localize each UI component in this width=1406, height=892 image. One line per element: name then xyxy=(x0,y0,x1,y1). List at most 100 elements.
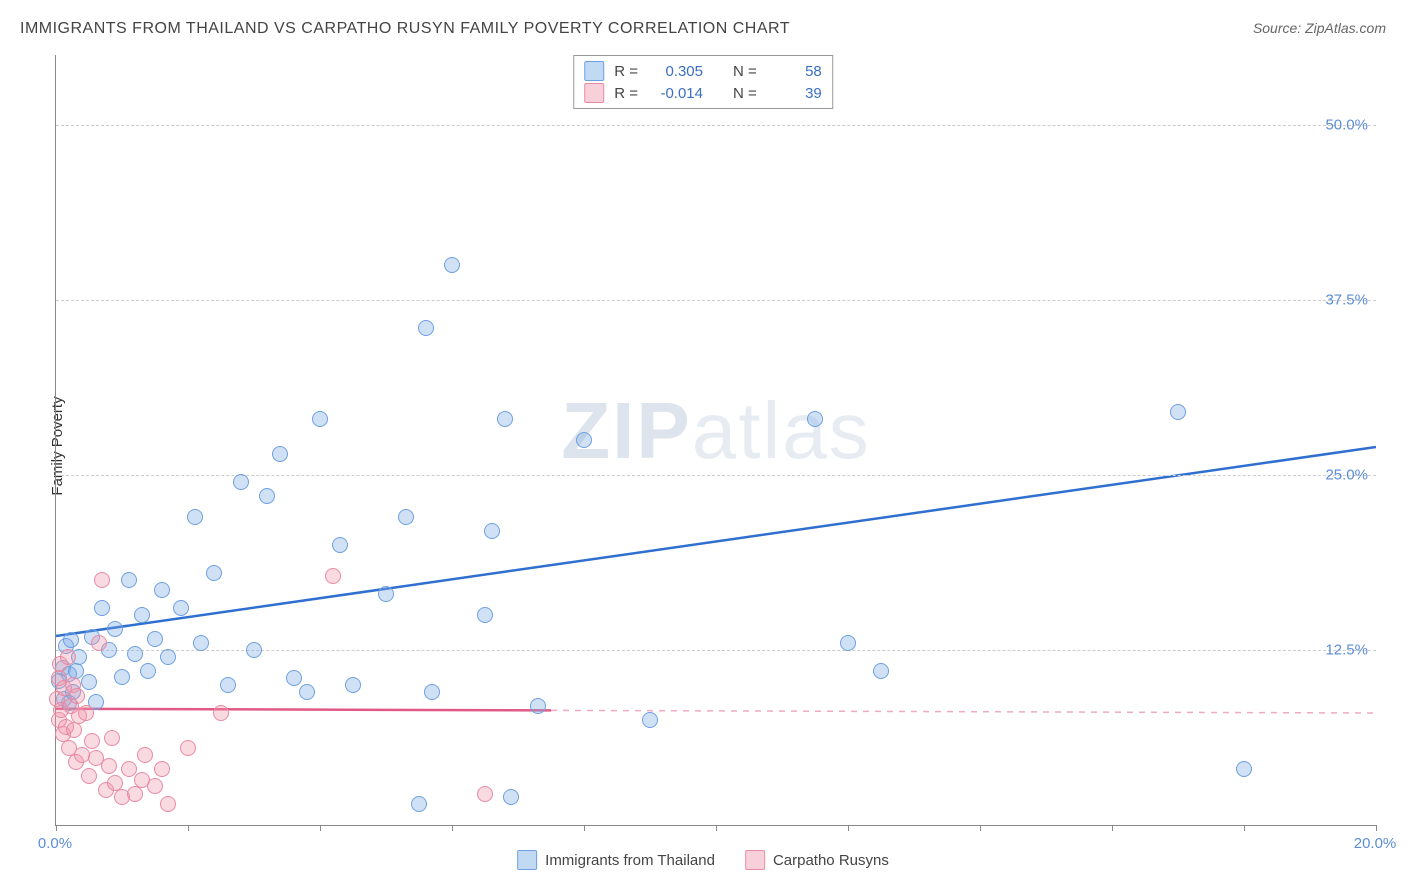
x-tick-label: 20.0% xyxy=(1354,835,1397,852)
data-point-blue xyxy=(576,432,592,448)
data-point-blue xyxy=(246,642,262,658)
trend-line-dashed xyxy=(551,710,1376,713)
data-point-pink xyxy=(213,705,229,721)
data-point-blue xyxy=(286,670,302,686)
gridline-h xyxy=(56,125,1376,126)
data-point-pink xyxy=(66,722,82,738)
data-point-blue xyxy=(259,488,275,504)
data-point-pink xyxy=(127,786,143,802)
data-point-blue xyxy=(530,698,546,714)
x-tick xyxy=(1244,825,1245,831)
x-tick xyxy=(716,825,717,831)
data-point-blue xyxy=(173,600,189,616)
source-attribution: Source: ZipAtlas.com xyxy=(1253,20,1386,36)
data-point-pink xyxy=(91,635,107,651)
data-point-blue xyxy=(107,621,123,637)
data-point-blue xyxy=(345,677,361,693)
data-point-blue xyxy=(299,684,315,700)
y-tick-label: 37.5% xyxy=(1325,292,1368,309)
legend-item-blue: Immigrants from Thailand xyxy=(517,850,715,870)
y-tick-label: 25.0% xyxy=(1325,467,1368,484)
r-value-blue: 0.305 xyxy=(648,63,703,80)
data-point-blue xyxy=(134,607,150,623)
data-point-blue xyxy=(81,674,97,690)
data-point-blue xyxy=(484,523,500,539)
scatter-plot-area: ZIPatlas 12.5%25.0%37.5%50.0% xyxy=(55,55,1376,826)
legend-row-pink: R = -0.014 N = 39 xyxy=(580,82,826,104)
x-tick xyxy=(584,825,585,831)
data-point-pink xyxy=(78,705,94,721)
data-point-blue xyxy=(94,600,110,616)
gridline-h xyxy=(56,300,1376,301)
data-point-pink xyxy=(147,778,163,794)
data-point-blue xyxy=(114,669,130,685)
legend-item-pink: Carpatho Rusyns xyxy=(745,850,889,870)
x-tick xyxy=(452,825,453,831)
data-point-pink xyxy=(81,768,97,784)
swatch-pink xyxy=(584,83,604,103)
legend-label-pink: Carpatho Rusyns xyxy=(773,852,889,869)
data-point-pink xyxy=(154,761,170,777)
data-point-blue xyxy=(840,635,856,651)
data-point-blue xyxy=(444,257,460,273)
n-value-pink: 39 xyxy=(767,85,822,102)
data-point-blue xyxy=(193,635,209,651)
r-label: R = xyxy=(614,85,638,102)
swatch-blue xyxy=(584,61,604,81)
legend-label-blue: Immigrants from Thailand xyxy=(545,852,715,869)
swatch-blue xyxy=(517,850,537,870)
data-point-blue xyxy=(154,582,170,598)
data-point-blue xyxy=(378,586,394,602)
data-point-blue xyxy=(233,474,249,490)
data-point-pink xyxy=(160,796,176,812)
data-point-blue xyxy=(418,320,434,336)
data-point-blue xyxy=(121,572,137,588)
trend-line-solid xyxy=(56,709,551,711)
data-point-pink xyxy=(84,733,100,749)
x-tick xyxy=(1112,825,1113,831)
data-point-blue xyxy=(1170,404,1186,420)
data-point-blue xyxy=(642,712,658,728)
x-tick xyxy=(320,825,321,831)
data-point-pink xyxy=(121,761,137,777)
correlation-legend: R = 0.305 N = 58 R = -0.014 N = 39 xyxy=(573,55,833,109)
series-legend: Immigrants from Thailand Carpatho Rusyns xyxy=(511,850,895,870)
n-label: N = xyxy=(733,63,757,80)
data-point-pink xyxy=(137,747,153,763)
source-name: ZipAtlas.com xyxy=(1305,20,1386,36)
data-point-pink xyxy=(477,786,493,802)
x-tick xyxy=(980,825,981,831)
chart-title: IMMIGRANTS FROM THAILAND VS CARPATHO RUS… xyxy=(20,20,790,38)
data-point-blue xyxy=(873,663,889,679)
legend-row-blue: R = 0.305 N = 58 xyxy=(580,60,826,82)
data-point-pink xyxy=(325,568,341,584)
data-point-pink xyxy=(104,730,120,746)
data-point-blue xyxy=(807,411,823,427)
data-point-pink xyxy=(180,740,196,756)
data-point-pink xyxy=(60,649,76,665)
x-tick xyxy=(1376,825,1377,831)
data-point-blue xyxy=(63,632,79,648)
trend-lines-layer xyxy=(56,55,1376,825)
data-point-blue xyxy=(411,796,427,812)
x-tick xyxy=(56,825,57,831)
data-point-blue xyxy=(272,446,288,462)
watermark: ZIPatlas xyxy=(561,385,870,477)
data-point-blue xyxy=(424,684,440,700)
data-point-pink xyxy=(94,572,110,588)
y-tick-label: 12.5% xyxy=(1325,642,1368,659)
data-point-blue xyxy=(477,607,493,623)
data-point-blue xyxy=(147,631,163,647)
data-point-blue xyxy=(1236,761,1252,777)
gridline-h xyxy=(56,475,1376,476)
data-point-blue xyxy=(503,789,519,805)
data-point-blue xyxy=(206,565,222,581)
source-label: Source: xyxy=(1253,20,1305,36)
data-point-blue xyxy=(127,646,143,662)
x-tick-label: 0.0% xyxy=(38,835,72,852)
watermark-light: atlas xyxy=(692,386,871,475)
data-point-pink xyxy=(69,688,85,704)
data-point-blue xyxy=(332,537,348,553)
data-point-pink xyxy=(101,758,117,774)
swatch-pink xyxy=(745,850,765,870)
